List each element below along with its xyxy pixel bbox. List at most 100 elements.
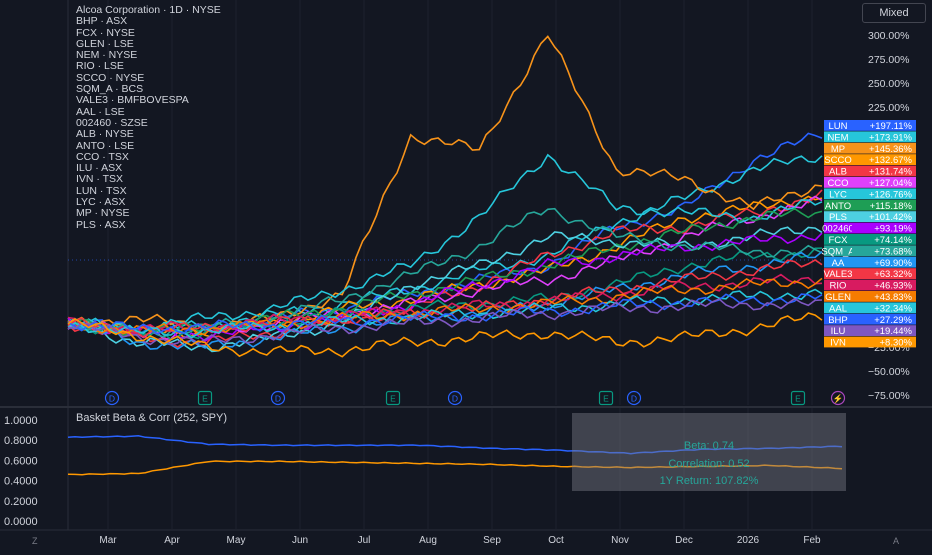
series-tag-value: +131.74% [869,167,913,178]
symbol-legend: Alcoa Corporation · 1D · NYSE BHP · ASX F… [76,4,221,231]
series-tag-name: RIO [830,281,847,292]
x-tick-label: Apr [164,535,180,546]
series-tag-value-bg [852,131,916,143]
legend-symbol[interactable]: AAL · LSE [76,105,125,118]
legend-symbol[interactable]: RIO · LSE [76,60,124,73]
return-stat: 1Y Return: 107.82% [659,475,759,487]
earnings-marker-label: E [795,394,801,404]
series-tag-value: +127.04% [869,178,913,189]
legend-symbol[interactable]: GLEN · LSE [76,37,134,50]
zoom-button[interactable]: Z [32,536,38,546]
series-tag-value-bg [852,222,916,234]
series-line-glen[interactable] [67,277,823,336]
series-tag-value-bg [852,279,916,291]
series-tag-value: +32.34% [874,303,912,314]
stats-box: Beta: 0.74 Correlation: 0.52 1Y Return: … [572,413,846,491]
legend-symbol[interactable]: 002460 · SZSE [76,116,148,129]
series-tag-value: +101.42% [869,212,913,223]
legend-symbol[interactable]: MP · NYSE [76,207,130,220]
dividend-marker-label: D [275,394,281,404]
series-tag-name: BHP [828,315,848,326]
series-line-ilu[interactable] [67,297,823,346]
indicator-line-correlation[interactable] [67,460,843,476]
y-tick-label: 300.00% [868,30,909,42]
series-tag-value: +69.90% [874,258,912,269]
dividend-marker[interactable] [104,390,120,406]
dividend-marker-label: D [452,394,458,404]
earnings-marker-label: E [603,394,609,404]
legend-symbol[interactable]: LUN · TSX [76,184,127,197]
dividend-marker[interactable] [626,390,642,406]
indicator-line-beta[interactable] [67,435,843,455]
legend-symbol[interactable]: LYC · ASX [76,196,126,209]
legend-symbol[interactable]: PLS · ASX [76,218,126,231]
series-line-aal[interactable] [67,288,823,339]
legend-symbol[interactable]: ILU · ASX [76,162,123,175]
earnings-marker[interactable] [790,390,806,406]
indicator-y-tick-label: 0.4000 [4,476,38,488]
legend-symbol[interactable]: FCX · NYSE [76,26,135,39]
event-marker[interactable] [830,390,846,406]
series-tag-name-bg [824,154,852,165]
series-tag-name-bg [824,177,852,188]
mixed-mode-button[interactable]: Mixed [862,3,926,23]
legend-symbol[interactable]: CCO · TSX [76,150,129,163]
series-tag-value: +63.32% [874,269,912,280]
series-tag-name-bg [824,120,852,131]
earnings-marker[interactable] [598,390,614,406]
series-tag-value: +19.44% [874,326,912,337]
series-line-002460[interactable] [67,232,823,343]
y-tick-label: 275.00% [868,54,909,66]
legend-symbol[interactable]: ALB · NYSE [76,128,134,141]
series-tag-name: ILU [831,326,846,337]
series-tag-name: VALE3 [824,269,853,280]
series-tag-name-bg [824,256,852,268]
earnings-marker[interactable] [385,390,401,406]
series-tag-value-bg [852,199,916,211]
auto-scale-button[interactable]: A [893,536,900,546]
legend-symbol[interactable]: SCCO · NYSE [76,71,145,84]
legend-symbol[interactable]: IVN · TSX [76,173,124,186]
series-tag-name-bg [824,302,852,314]
series-tag-name-bg [824,279,852,291]
indicator-y-tick-label: 0.8000 [4,435,38,447]
legend-symbol[interactable]: VALE3 · BMFBOVESPA [76,94,189,107]
y-tick-label: −50.00% [868,366,910,378]
series-tag-name: 002460 [822,224,854,235]
legend-symbol[interactable]: ANTO · LSE [76,139,135,152]
series-tag-name: NEM [827,132,848,143]
series-tag-value: +27.29% [874,315,912,326]
series-tag-value-bg [852,302,916,314]
series-line-lyc[interactable] [67,153,823,334]
earnings-marker-label: E [390,394,396,404]
series-tag-name-bg [824,211,852,222]
indicator-title[interactable]: Basket Beta & Corr (252, SPY) [76,412,228,424]
series-tag-value-bg [852,120,916,131]
y-tick-label: 250.00% [868,78,909,90]
series-tag-value: +126.76% [869,189,913,200]
dividend-marker[interactable] [447,390,463,406]
dividend-marker[interactable] [270,390,286,406]
series-line-ivn[interactable] [67,312,823,358]
series-tag-name-bg [824,245,852,257]
chart-title[interactable]: Alcoa Corporation · 1D · NYSE [76,4,221,16]
earnings-marker[interactable] [197,390,213,406]
legend-symbol[interactable]: NEM · NYSE [76,49,138,62]
series-tag-value-bg [852,291,916,302]
x-tick-label: Dec [675,535,693,546]
x-tick-label: May [227,535,246,546]
legend-symbol[interactable]: BHP · ASX [76,15,128,28]
series-tag-name: LYC [829,189,847,200]
legend-symbol[interactable]: SQM_A · BCS [76,83,144,96]
series-tag-name: CCO [827,178,848,189]
series-tag-name: MP [831,144,845,155]
series-tag-value: +145.36% [869,144,913,155]
series-tag-value: +197.11% [870,121,913,132]
series-tag-name: GLEN [825,292,851,303]
series-tag-name-bg [824,222,852,234]
series-tag-name: SCCO [824,155,851,166]
series-tag-name: FCX [829,235,849,246]
x-tick-label: 2026 [737,535,760,546]
